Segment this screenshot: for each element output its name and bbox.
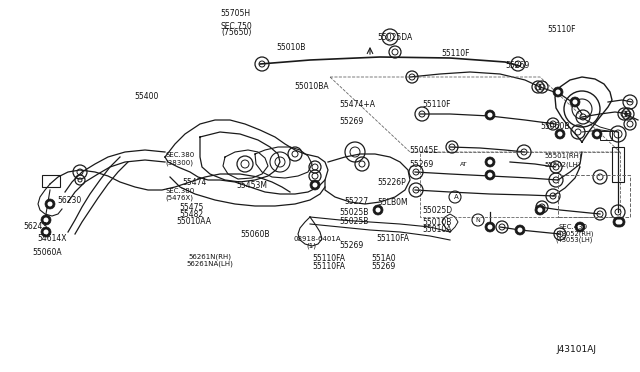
Text: SEC.430: SEC.430 [558,224,588,230]
Circle shape [613,217,623,227]
Circle shape [553,87,563,97]
Text: 55474+A: 55474+A [339,100,375,109]
Text: 55269: 55269 [339,241,364,250]
Circle shape [615,217,625,227]
Text: 08918-6401A: 08918-6401A [293,236,340,242]
Circle shape [485,110,495,120]
Text: 55045E: 55045E [410,146,439,155]
Text: 55269: 55269 [371,262,396,271]
Circle shape [488,160,493,164]
Circle shape [535,205,545,215]
Text: 56261NA(LH): 56261NA(LH) [186,260,233,267]
Text: 55025B: 55025B [339,217,369,226]
Text: 55010AA: 55010AA [176,217,211,226]
Text: 56230: 56230 [58,196,82,205]
Text: SEC.380: SEC.380 [165,188,195,194]
Circle shape [515,225,525,235]
Circle shape [595,131,600,137]
Text: 55060B: 55060B [541,122,570,131]
Text: 55010BA: 55010BA [294,82,329,91]
Text: 55110FA: 55110FA [312,262,346,271]
Text: 55LB0M: 55LB0M [378,198,408,207]
Text: 56261N(RH): 56261N(RH) [189,253,232,260]
Text: 55110F: 55110F [442,49,470,58]
Text: 55475: 55475 [179,203,204,212]
Text: 55060A: 55060A [32,248,61,257]
Circle shape [488,173,493,177]
Text: 55226P: 55226P [378,178,406,187]
Circle shape [538,208,543,212]
Circle shape [485,222,495,232]
Text: 55269: 55269 [410,160,434,169]
Text: 55010A: 55010A [422,225,452,234]
Text: 55025B: 55025B [339,208,369,217]
Text: 55110F: 55110F [547,25,576,34]
Circle shape [618,219,623,224]
Bar [42,175,60,187]
Circle shape [310,180,320,190]
Text: (1): (1) [306,242,316,249]
Text: 54614X: 54614X [37,234,67,243]
Circle shape [312,183,317,187]
Text: 55025DA: 55025DA [378,33,413,42]
Text: N: N [476,218,481,222]
Text: 55110F: 55110F [422,100,451,109]
Text: SEC.380: SEC.380 [165,152,195,158]
Bar [558,175,630,217]
Circle shape [44,230,49,234]
Text: 55400: 55400 [134,92,159,101]
Text: (43053(LH): (43053(LH) [555,237,592,243]
Text: 55501(RH): 55501(RH) [544,153,582,160]
Circle shape [592,129,602,139]
Circle shape [575,222,585,232]
Circle shape [557,131,563,137]
Text: 55269: 55269 [339,117,364,126]
Circle shape [570,97,580,107]
Text: 55474: 55474 [182,178,207,187]
Text: 55269: 55269 [506,61,530,70]
Text: (5476X): (5476X) [165,195,193,201]
Text: AT: AT [460,162,467,167]
Circle shape [47,202,52,206]
Circle shape [373,205,383,215]
Text: 55010B: 55010B [276,43,306,52]
Circle shape [488,224,493,230]
Circle shape [485,170,495,180]
Circle shape [41,215,51,225]
Text: A: A [454,194,458,200]
Text: 55110FA: 55110FA [312,254,346,263]
Text: 55025D: 55025D [422,206,452,215]
Text: 55060B: 55060B [240,230,269,239]
Circle shape [573,99,577,105]
Text: 55110FA: 55110FA [376,234,410,243]
Text: (75650): (75650) [221,28,252,37]
Bar [612,147,624,182]
Circle shape [376,208,381,212]
Circle shape [556,90,561,94]
Text: 55453M: 55453M [237,181,268,190]
Circle shape [488,112,493,118]
Text: 55705H: 55705H [221,9,251,17]
Text: (43052(RH): (43052(RH) [555,230,593,237]
Circle shape [616,219,621,224]
Circle shape [577,224,582,230]
Circle shape [555,129,565,139]
Circle shape [44,218,49,222]
Circle shape [45,199,55,209]
Circle shape [41,227,51,237]
Circle shape [518,228,522,232]
Text: SEC.750: SEC.750 [221,22,253,31]
Text: J43101AJ: J43101AJ [557,345,596,354]
Text: 55010B: 55010B [422,218,452,227]
Text: 55482: 55482 [179,210,204,219]
Bar [600,131,612,140]
Text: 551A0: 551A0 [371,254,396,263]
Text: 55502(LH): 55502(LH) [544,161,580,168]
Circle shape [485,157,495,167]
Text: 55227: 55227 [344,198,369,206]
Text: (38300): (38300) [165,160,193,166]
Text: 56243: 56243 [23,222,47,231]
